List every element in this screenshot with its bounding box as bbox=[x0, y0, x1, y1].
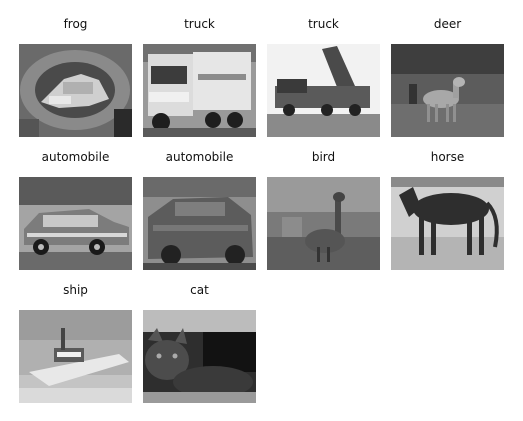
image-label: frog bbox=[63, 17, 88, 31]
thumbnail-ship bbox=[19, 310, 132, 403]
image-label: automobile bbox=[165, 150, 234, 164]
thumbnail-horse bbox=[391, 177, 504, 270]
image-label: truck bbox=[184, 17, 215, 31]
image-label: horse bbox=[430, 150, 465, 164]
thumbnail-automobile-2 bbox=[143, 177, 256, 270]
thumbnail-bird bbox=[267, 177, 380, 270]
thumbnail-frog bbox=[19, 44, 132, 137]
image-label: automobile bbox=[41, 150, 110, 164]
image-label: ship bbox=[63, 283, 88, 297]
image-label: cat bbox=[190, 283, 209, 297]
thumbnail-deer bbox=[391, 44, 504, 137]
thumbnail-truck-2 bbox=[267, 44, 380, 137]
image-label: bird bbox=[311, 150, 336, 164]
thumbnail-cat bbox=[143, 310, 256, 403]
image-label: truck bbox=[308, 17, 339, 31]
thumbnail-truck-1 bbox=[143, 44, 256, 137]
image-label: deer bbox=[433, 17, 462, 31]
thumbnail-automobile-1 bbox=[19, 177, 132, 270]
